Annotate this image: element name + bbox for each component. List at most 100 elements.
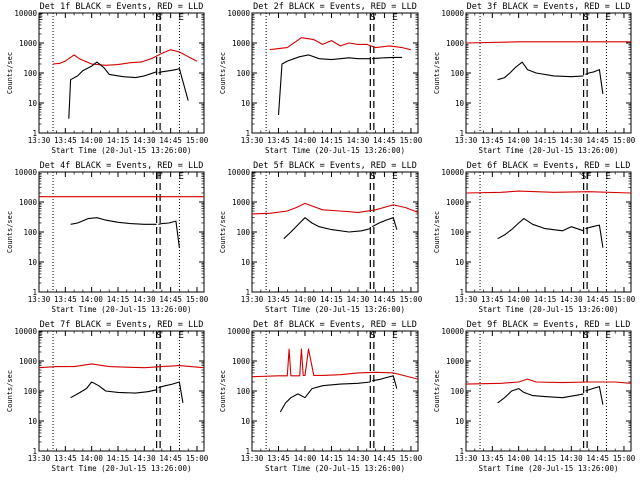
x-tick-label: 13:45 xyxy=(481,136,504,145)
event-marker-label: S xyxy=(157,13,162,23)
y-tick-label: 10000 xyxy=(14,327,37,336)
y-tick-label: 10 xyxy=(241,258,251,267)
event-marker-label: E xyxy=(38,13,43,23)
y-tick-label: 1 xyxy=(459,288,464,297)
x-tick-label: 14:15 xyxy=(107,295,130,304)
y-tick-label: 10000 xyxy=(14,168,37,177)
panel-title: Det 7f BLACK = Events, RED = LLD xyxy=(40,320,204,330)
event-marker-label: E xyxy=(392,172,397,182)
event-marker-label: S xyxy=(584,13,589,23)
panel-title: Det 4f BLACK = Events, RED = LLD xyxy=(40,161,204,171)
x-tick-label: 15:00 xyxy=(400,295,423,304)
x-axis-label: Start Time (20-Jul-15 13:26:00) xyxy=(52,305,192,314)
events-series-line xyxy=(158,220,180,248)
y-tick-label: 1000 xyxy=(446,357,465,366)
events-series-line xyxy=(372,375,398,389)
x-tick-label: 13:30 xyxy=(241,295,264,304)
panel-6: Det 6f BLACK = Events, RED = LLD 1 10 100 10… xyxy=(433,161,636,314)
x-axis-label: Start Time (20-Jul-15 13:26:00) xyxy=(479,305,619,314)
events-series-line xyxy=(372,56,403,60)
x-tick-label: 14:45 xyxy=(373,454,396,463)
y-tick-label: 100 xyxy=(450,228,464,237)
x-tick-label: 15:00 xyxy=(613,136,636,145)
x-tick-label: 14:15 xyxy=(320,136,343,145)
events-series-line xyxy=(283,217,371,240)
x-tick-label: 13:45 xyxy=(267,136,290,145)
event-marker-label: E xyxy=(178,172,183,182)
x-tick-label: 14:15 xyxy=(534,295,557,304)
y-axis-label: Counts/sec xyxy=(6,52,14,94)
events-series-line xyxy=(277,54,371,115)
panel-7: Det 7f BLACK = Events, RED = LLD 1 10 100 10… xyxy=(6,320,209,473)
x-tick-label: 14:15 xyxy=(534,454,557,463)
x-tick-label: 13:45 xyxy=(267,454,290,463)
event-marker-label: F xyxy=(157,172,162,182)
x-axis-label: Start Time (20-Jul-15 13:26:00) xyxy=(52,464,192,473)
x-tick-label: 14:30 xyxy=(560,295,583,304)
events-series-line xyxy=(158,68,189,101)
panel-title: Det 9f BLACK = Events, RED = LLD xyxy=(467,320,631,330)
y-tick-label: 1000 xyxy=(19,357,38,366)
x-tick-label: 13:30 xyxy=(28,136,51,145)
x-tick-label: 14:45 xyxy=(159,295,182,304)
y-tick-label: 1 xyxy=(459,129,464,138)
events-series-line xyxy=(497,388,584,404)
x-tick-label: 13:30 xyxy=(28,295,51,304)
event-marker-label: SF xyxy=(581,172,592,182)
x-tick-label: 14:00 xyxy=(80,295,103,304)
y-tick-label: 10000 xyxy=(14,9,37,18)
x-tick-label: 14:15 xyxy=(320,454,343,463)
y-tick-label: 100 xyxy=(236,228,250,237)
y-tick-label: 10000 xyxy=(227,9,250,18)
lld-series-line xyxy=(269,37,412,51)
event-marker-label: S xyxy=(370,13,375,23)
event-marker-label: S xyxy=(370,172,375,182)
x-tick-label: 14:45 xyxy=(586,136,609,145)
x-tick-label: 13:45 xyxy=(54,295,77,304)
y-tick-label: 10000 xyxy=(441,168,464,177)
panel-5: Det 5f BLACK = Events, RED = LLD 1 10 100 10… xyxy=(219,161,423,314)
event-marker-label: S xyxy=(584,331,589,341)
x-tick-label: 13:45 xyxy=(481,295,504,304)
x-tick-label: 15:00 xyxy=(400,454,423,463)
event-marker-label: E xyxy=(605,331,610,341)
y-tick-label: 100 xyxy=(450,69,464,78)
panel-2: Det 2f BLACK = Events, RED = LLD 1 10 100 10… xyxy=(219,2,423,155)
x-tick-label: 13:45 xyxy=(481,454,504,463)
y-tick-label: 10 xyxy=(241,99,251,108)
y-tick-label: 1000 xyxy=(19,39,38,48)
panel-9: Det 9f BLACK = Events, RED = LLD 1 10 100 10… xyxy=(433,320,636,473)
panel-title: Det 3f BLACK = Events, RED = LLD xyxy=(467,2,631,12)
events-series-line xyxy=(585,224,604,248)
y-tick-label: 1 xyxy=(32,129,37,138)
panel-title: Det 6f BLACK = Events, RED = LLD xyxy=(467,161,631,171)
x-axis-label: Start Time (20-Jul-15 13:26:00) xyxy=(479,146,619,155)
x-tick-label: 14:30 xyxy=(133,454,156,463)
x-tick-label: 14:00 xyxy=(294,295,317,304)
x-tick-label: 14:30 xyxy=(133,136,156,145)
x-tick-label: 14:45 xyxy=(586,454,609,463)
events-series-line xyxy=(68,61,157,119)
y-tick-label: 100 xyxy=(23,387,37,396)
events-series-line xyxy=(158,381,184,403)
y-tick-label: 100 xyxy=(23,228,37,237)
y-tick-label: 100 xyxy=(236,69,250,78)
events-series-line xyxy=(70,381,157,399)
event-marker-label: E xyxy=(38,331,43,341)
lld-series-line xyxy=(38,363,205,369)
panel-3: Det 3f BLACK = Events, RED = LLD 1 10 100 10… xyxy=(433,2,636,155)
y-tick-label: 10000 xyxy=(441,327,464,336)
y-tick-label: 10000 xyxy=(441,9,464,18)
y-tick-label: 10000 xyxy=(227,168,250,177)
x-tick-label: 14:00 xyxy=(80,136,103,145)
events-series-line xyxy=(70,217,157,225)
x-tick-label: 14:30 xyxy=(560,454,583,463)
y-tick-label: 10 xyxy=(455,417,465,426)
x-tick-label: 14:00 xyxy=(507,136,530,145)
event-marker-label: S xyxy=(157,331,162,341)
lld-series-line xyxy=(251,202,419,215)
lld-series-line xyxy=(465,190,632,194)
x-tick-label: 15:00 xyxy=(613,454,636,463)
y-tick-label: 1000 xyxy=(19,198,38,207)
x-tick-label: 14:30 xyxy=(133,295,156,304)
